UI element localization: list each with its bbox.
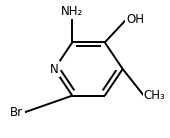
- Text: OH: OH: [126, 13, 144, 26]
- Text: Br: Br: [10, 106, 23, 119]
- Text: CH₃: CH₃: [144, 89, 166, 102]
- Text: N: N: [50, 63, 59, 75]
- Text: NH₂: NH₂: [61, 5, 83, 18]
